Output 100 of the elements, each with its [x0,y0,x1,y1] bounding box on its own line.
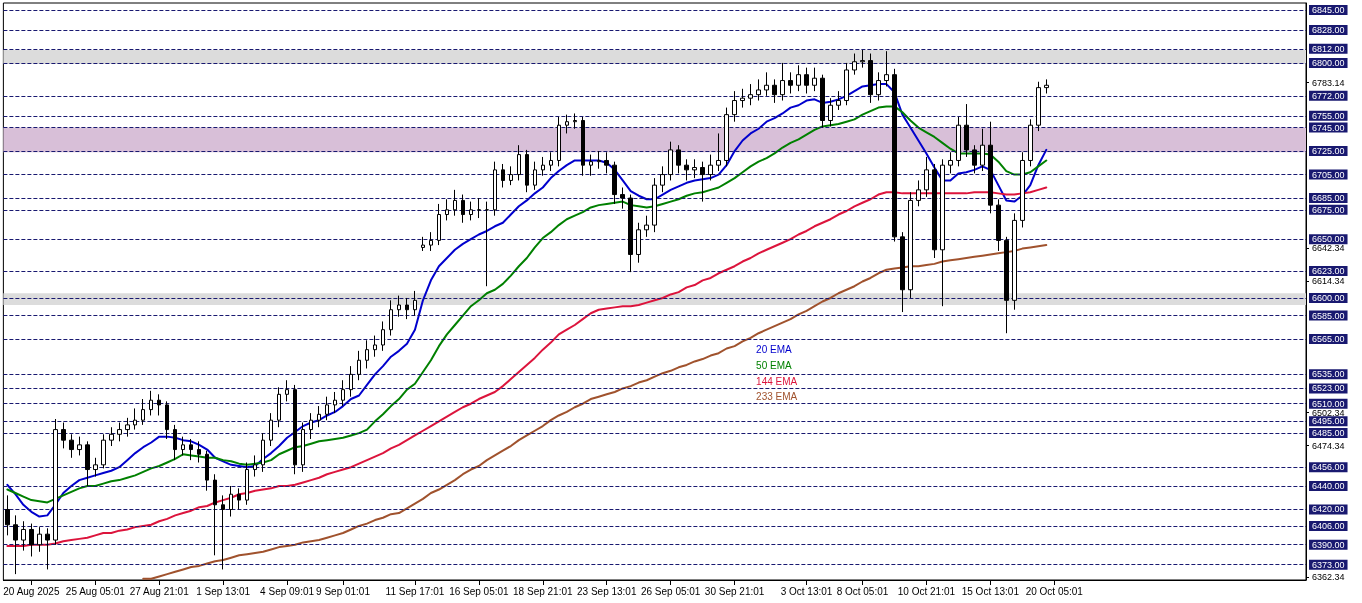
candlestick [692,158,697,179]
candlestick [277,386,281,428]
candlestick [349,365,353,398]
candlestick [557,116,561,167]
candlestick [285,379,289,402]
ref-line-label: 6745.00 [1312,122,1345,133]
ref-line-label: 6523.00 [1312,383,1345,394]
candlestick [565,114,569,134]
candlestick [333,391,337,414]
candlestick [676,144,681,174]
candlestick [708,154,713,181]
ref-line-label: 6420.00 [1312,504,1345,515]
ref-line-label: 6705.00 [1312,169,1345,180]
candlestick [301,422,305,473]
candlestick [133,407,137,431]
ref-line-label: 6390.00 [1312,539,1345,550]
candlestick [700,161,705,203]
ref-line-label: 6623.00 [1312,265,1345,276]
candlestick [884,50,889,87]
candlestick [756,78,761,102]
ref-line-label: 6828.00 [1312,25,1345,36]
y-tick-label: 6362.34 [1312,572,1345,583]
ref-line-label: 6495.00 [1312,416,1345,427]
y-tick-label: 6474.34 [1312,440,1345,451]
candlestick [149,390,153,416]
candlestick [589,154,593,177]
candlestick [45,527,50,570]
candlestick [908,191,913,299]
ref-line-label: 6845.00 [1312,5,1345,16]
candlestick [764,71,769,97]
candlestick [77,436,82,456]
ref-line-label: 6725.00 [1312,146,1345,157]
ref-line-label: 6585.00 [1312,310,1345,321]
candlestick [517,144,521,181]
candlestick [740,88,745,109]
candlestick [461,194,465,224]
candlestick [996,198,1001,252]
candlestick [1028,118,1033,167]
candlestick [1004,236,1009,334]
candlestick [13,514,18,575]
x-tick-label: 4 Sep 09:01 [260,585,315,597]
candlestick [309,412,313,440]
candlestick [389,299,393,337]
candlestick [205,450,209,492]
ref-line-label: 6772.00 [1312,90,1345,101]
candlestick [229,485,233,518]
candlestick [157,393,161,416]
ref-line-label: 6373.00 [1312,559,1345,570]
candlestick [181,436,185,456]
candlestick [772,78,777,104]
candlestick [876,71,881,102]
candlestick [469,201,473,221]
x-tick-label: 27 Aug 21:01 [129,585,190,597]
ref-line-label: 6485.00 [1312,428,1345,439]
candlestick [253,454,257,478]
candlestick [37,526,42,553]
candlestick [684,158,689,181]
candlestick [101,433,106,469]
candlestick [652,177,657,233]
y-tick-label: 6614.34 [1312,276,1345,287]
candlestick [628,194,633,273]
candlestick [141,398,145,426]
ref-line-label: 6406.00 [1312,520,1345,531]
ref-line-label: 6755.00 [1312,110,1345,121]
candlestick [165,400,169,440]
candlestick [197,440,201,463]
candlestick [732,90,737,123]
candlestick [293,384,297,475]
candlestick [365,339,369,369]
ref-line-label: 6600.00 [1312,292,1345,303]
candlestick [493,161,497,217]
line-series [142,244,1048,580]
candlestick [940,158,945,307]
candlestick [1044,78,1049,94]
x-tick-label: 16 Sep 05:01 [449,585,510,597]
candlestick [980,128,985,172]
candlestick [820,74,825,129]
candlestick [1012,212,1017,311]
candlestick [453,189,457,217]
candlestick [429,231,433,252]
candlestick [405,297,409,320]
candlestick [85,440,90,487]
candlestick [573,112,577,130]
candlestick [597,150,601,170]
candlestick [900,231,905,313]
candlestick [549,151,553,172]
candlestick [29,523,34,557]
x-tick-label: 23 Sep 13:01 [577,585,637,597]
candlestick [373,335,377,358]
candlestick [1020,151,1025,228]
ref-line-label: 6812.00 [1312,43,1345,54]
candlestick [357,350,361,381]
candlestick [61,422,66,449]
y-tick-label: 6642.34 [1312,243,1345,254]
candlestick [724,107,729,167]
candlestick [53,418,58,546]
ref-line-label: 6440.00 [1312,480,1345,491]
candlestick [413,290,417,317]
candlestick [988,121,993,214]
x-tick-label: 20 Oct 05:01 [1025,585,1084,597]
